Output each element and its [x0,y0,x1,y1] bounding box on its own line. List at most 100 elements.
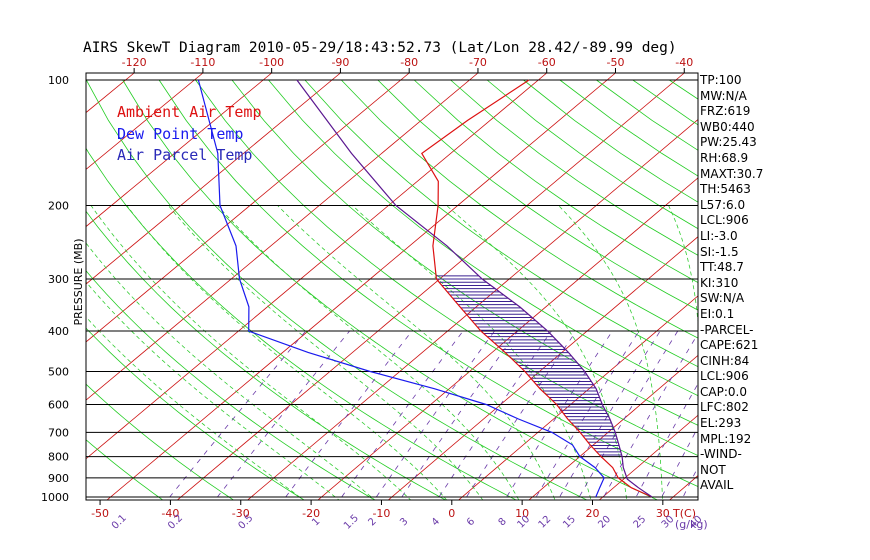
mixing-ratio-line [601,333,698,500]
pressure-tick-label: 1000 [41,491,69,504]
chart-title: AIRS SkewT Diagram 2010-05-29/18:43:52.7… [83,40,677,56]
moist-adiabat-line [86,316,305,500]
stat-entry: PW:25.43 [700,135,757,150]
top-temp-label: -120 [122,56,147,69]
stat-entry: EI:0.1 [700,306,735,321]
legend-dewpoint: Dew Point Temp [117,125,243,143]
mixing-ratio-label: 6 [465,516,477,528]
top-temp-label: -70 [469,56,487,69]
dry-adiabat-line [815,80,870,506]
isotherm-line [176,73,685,500]
stat-entry: LCL:906 [700,213,749,228]
stat-entry: MW:N/A [700,88,747,103]
mixing-ratio-line [504,330,613,500]
mixing-ratio-label: 4 [430,516,442,528]
top-temp-label: -110 [190,56,215,69]
moist-adiabat-line [668,205,698,500]
mixing-ratio-line [436,330,552,500]
dry-adiabat-line [231,79,698,426]
top-temp-label: -90 [331,56,349,69]
mixing-ratio-line [373,330,495,500]
stat-entry: LI:-3.0 [700,228,738,243]
bottom-axis-unit: T(C) [672,507,696,520]
ambient-temp-line [421,79,653,498]
stat-entry: EL:293 [700,416,742,431]
mixing-ratio-label: 12 [537,514,554,531]
moist-adiabat-line [167,205,484,500]
bottom-temp-label: 0 [448,507,455,520]
moist-adiabat-line [90,205,412,500]
mixing-ratio-label: 3 [398,516,410,528]
top-temp-label: -50 [606,56,624,69]
stat-entry: LFC:802 [700,400,749,415]
top-temp-label: -100 [259,56,284,69]
moist-adiabat-line [352,205,592,500]
bottom-temp-label: 30 [656,507,670,520]
mixing-ratio-line [399,330,518,500]
moist-adiabat-line [126,205,448,500]
stat-entry: TT:48.7 [700,260,744,275]
dry-adiabat-line [341,79,698,339]
isotherm-line [86,73,410,343]
pressure-tick-label: 100 [48,74,69,87]
isotherm-line [804,73,870,506]
stat-entry: CAPE:621 [700,338,759,353]
isotherm-line [317,177,698,500]
stat-entry: MPL:192 [700,431,752,446]
mixing-ratio-label: 0.1 [110,513,129,532]
stat-entry: SI:-1.5 [700,244,739,259]
mixing-ratio-line [464,330,577,500]
parcel-temp-line [296,79,653,498]
dry-adiabat-line [413,79,698,284]
isotherm-line [458,295,698,500]
dry-adiabat-line [195,79,698,457]
isotherm-line [528,354,698,500]
mixing-ratio-label: 25 [632,514,649,531]
profile-lines [197,79,653,498]
moist-adiabat-line [86,242,376,500]
stat-entry: NOT [700,462,726,477]
mixing-ratio-line [634,382,698,500]
isotherm-line [598,414,698,500]
stat-entry: -PARCEL- [700,322,754,337]
stat-entry: CINH:84 [700,353,750,368]
stat-entry: KI:310 [700,275,739,290]
stat-entry: FRZ:619 [700,104,751,119]
top-temp-label: -40 [675,56,693,69]
isotherm-line [86,73,135,114]
bottom-temp-label: 10 [515,507,529,520]
bottom-temp-label: -50 [91,507,109,520]
dry-adiabat-line [158,79,698,488]
top-temp-label: -80 [400,56,418,69]
bottom-temp-label: -20 [302,507,320,520]
dry-adiabat-line [486,79,698,230]
tick-marks [99,68,685,505]
stat-entry: LCL:906 [700,369,749,384]
dry-adiabat-line [377,79,698,311]
isotherm-line [106,73,616,500]
pressure-tick-label: 500 [48,365,69,378]
dry-adiabat-line [86,270,376,500]
stat-entry: RH:68.9 [700,150,749,165]
pressure-tick-label: 800 [48,451,69,464]
isotherm-line [668,475,698,500]
dry-adiabat-line [86,210,447,500]
dry-adiabat-line [86,383,235,500]
pressure-tick-label: 400 [48,325,69,338]
pressure-tick-label: 700 [48,426,69,439]
top-temp-label: -60 [538,56,556,69]
cape-hatching [436,275,622,456]
mixing-ratio-line [557,330,661,500]
moist-adiabat-line [86,281,340,500]
mixing-ratio-label: 8 [497,516,509,528]
stat-entry: TH:5463 [700,182,751,197]
stat-entry: AVAIL [700,478,734,493]
stat-entry: CAP:0.0 [700,384,747,399]
isotherm-line [0,73,65,506]
plot-frame [85,72,699,501]
stat-entry: -WIND- [700,447,742,462]
dry-adiabat-line [86,79,588,500]
bottom-temp-label: -30 [232,507,250,520]
dry-adiabat-line [86,439,164,500]
bottom-temp-label: 20 [585,507,599,520]
